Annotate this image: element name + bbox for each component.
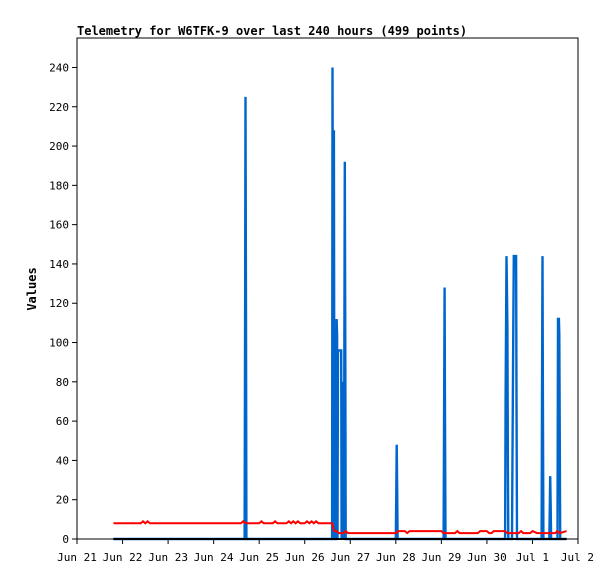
x-tick-label: Jun 23 (148, 551, 188, 564)
x-tick-label: Jun 22 (103, 551, 143, 564)
x-tick-label: Jun 28 (376, 551, 416, 564)
x-tick-label: Jun 27 (330, 551, 370, 564)
y-tick-label: 80 (56, 376, 69, 389)
y-tick-label: 20 (56, 494, 69, 507)
x-tick-label: Jun 26 (285, 551, 325, 564)
series-1-line (113, 519, 567, 535)
y-tick-label: 60 (56, 415, 69, 428)
x-tick-label: Jul 1 (516, 551, 549, 564)
y-tick-label: 100 (49, 337, 69, 350)
y-axis-label: Values (25, 267, 39, 310)
x-axis: Jun 21 Jun 22 Jun 23 Jun 24 Jun 25 Jun 26 Jun … (57, 539, 594, 564)
y-tick-label: 0 (62, 533, 69, 546)
x-tick-label: Jun 24 (194, 551, 234, 564)
series-0-line (113, 67, 567, 541)
y-tick-label: 140 (49, 258, 69, 271)
x-tick-label: Jun 25 (239, 551, 279, 564)
y-tick-label: 120 (49, 297, 69, 310)
x-tick-label: Jun 21 (57, 551, 97, 564)
plot-frame (76, 37, 579, 540)
data-series (113, 67, 567, 541)
chart-title: Telemetry for W6TFK-9 over last 240 hour… (77, 24, 467, 38)
x-tick-label: Jun 29 (421, 551, 461, 564)
y-axis: 0 20 40 60 80 100 120 140 160 180 200 220 240 (49, 61, 77, 546)
x-tick-label: Jun 30 (467, 551, 507, 564)
x-tick-label: Jul 2 (561, 551, 594, 564)
y-tick-label: 160 (49, 219, 69, 232)
y-tick-label: 220 (49, 101, 69, 114)
y-tick-label: 40 (56, 454, 69, 467)
y-tick-label: 200 (49, 140, 69, 153)
y-tick-label: 180 (49, 179, 69, 192)
y-tick-label: 240 (49, 61, 69, 74)
